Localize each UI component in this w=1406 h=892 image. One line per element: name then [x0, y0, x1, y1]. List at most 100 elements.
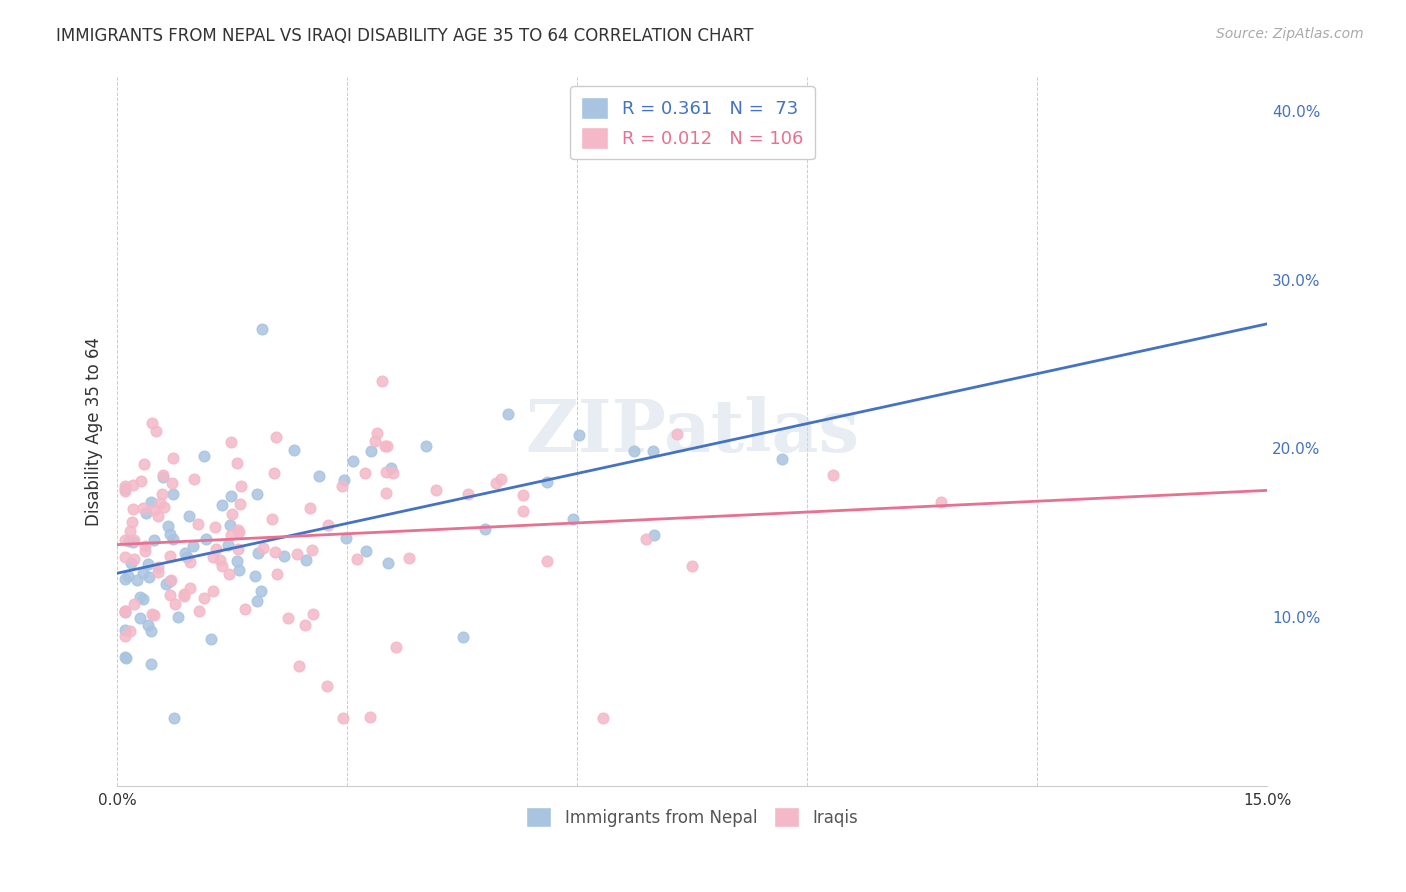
Point [202, 584, 225, 599]
Point [162, 450, 184, 465]
Point [159, 527, 181, 541]
Point [221, 507, 243, 521]
Point [122, 534, 145, 549]
Point [374, 485, 396, 500]
Point [415, 439, 437, 453]
Point [217, 538, 239, 552]
Point [148, 565, 170, 579]
Point [371, 374, 394, 388]
Point [375, 465, 398, 479]
Legend: Immigrants from Nepal, Iraqis: Immigrants from Nepal, Iraqis [520, 800, 865, 834]
Point [115, 650, 138, 665]
Point [129, 475, 152, 489]
Point [264, 430, 287, 444]
Point [823, 468, 845, 483]
Point [243, 569, 266, 583]
Point [136, 617, 159, 632]
Point [181, 539, 204, 553]
Point [283, 442, 305, 457]
Point [114, 550, 136, 565]
Point [176, 549, 198, 564]
Point [129, 611, 152, 625]
Point [346, 551, 368, 566]
Point [179, 555, 201, 569]
Point [152, 469, 174, 483]
Point [252, 541, 274, 555]
Point [162, 532, 184, 546]
Point [474, 522, 496, 536]
Point [496, 407, 519, 421]
Point [124, 597, 146, 611]
Point [273, 549, 295, 563]
Point [512, 504, 534, 518]
Point [141, 624, 163, 638]
Point [299, 501, 322, 516]
Point [451, 630, 474, 644]
Point [134, 543, 156, 558]
Point [228, 525, 250, 540]
Point [200, 632, 222, 646]
Point [592, 711, 614, 725]
Point [156, 519, 179, 533]
Point [127, 574, 149, 588]
Point [301, 607, 323, 621]
Point [770, 452, 793, 467]
Point [202, 549, 225, 564]
Point [160, 573, 183, 587]
Point [195, 532, 218, 546]
Point [211, 558, 233, 573]
Point [136, 557, 159, 571]
Point [118, 624, 141, 638]
Point [208, 553, 231, 567]
Point [129, 590, 152, 604]
Point [141, 495, 163, 509]
Point [163, 711, 186, 725]
Point [187, 516, 209, 531]
Text: IMMIGRANTS FROM NEPAL VS IRAQI DISABILITY AGE 35 TO 64 CORRELATION CHART: IMMIGRANTS FROM NEPAL VS IRAQI DISABILIT… [56, 27, 754, 45]
Point [643, 528, 665, 542]
Point [114, 484, 136, 499]
Point [114, 533, 136, 547]
Point [226, 456, 249, 470]
Point [219, 528, 242, 542]
Point [114, 478, 136, 492]
Point [121, 478, 143, 492]
Point [333, 473, 356, 487]
Point [193, 591, 215, 606]
Point [353, 466, 375, 480]
Y-axis label: Disability Age 35 to 64: Disability Age 35 to 64 [86, 337, 103, 526]
Point [114, 649, 136, 664]
Point [121, 515, 143, 529]
Point [132, 566, 155, 580]
Point [233, 602, 256, 616]
Point [118, 533, 141, 548]
Point [163, 598, 186, 612]
Point [139, 657, 162, 671]
Point [114, 629, 136, 643]
Text: Source: ZipAtlas.com: Source: ZipAtlas.com [1216, 27, 1364, 41]
Point [287, 659, 309, 673]
Point [315, 680, 337, 694]
Point [249, 584, 271, 599]
Point [380, 461, 402, 475]
Point [263, 466, 285, 480]
Point [134, 539, 156, 553]
Point [219, 489, 242, 503]
Point [122, 552, 145, 566]
Point [166, 610, 188, 624]
Point [335, 531, 357, 545]
Point [295, 553, 318, 567]
Point [316, 518, 339, 533]
Point [536, 554, 558, 568]
Point [160, 476, 183, 491]
Point [218, 517, 240, 532]
Point [173, 546, 195, 560]
Point [117, 569, 139, 583]
Point [491, 472, 513, 486]
Point [131, 501, 153, 516]
Point [229, 497, 252, 511]
Point [142, 502, 165, 516]
Point [568, 428, 591, 442]
Point [121, 501, 143, 516]
Point [382, 467, 405, 481]
